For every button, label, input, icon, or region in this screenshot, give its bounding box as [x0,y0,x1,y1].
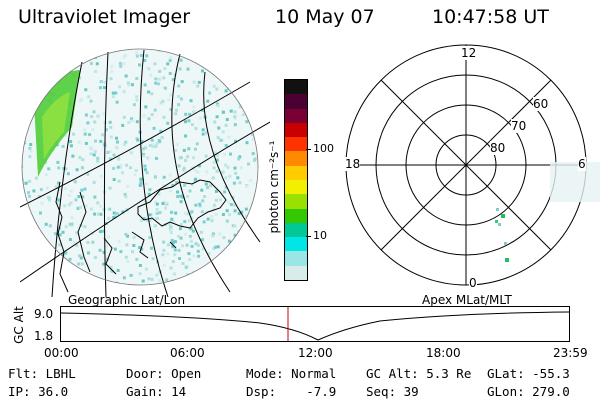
altitude-plot [60,306,570,342]
colorbar-unit-label: photon cm⁻²s⁻¹ [267,140,281,234]
colorbar-tickmark-10 [306,236,311,237]
colorbar-band [285,251,307,266]
polar-mlt-map [345,44,600,286]
apex-map-label: Apex MLat/MLT [422,293,512,307]
status-glon: GLon: 279.0 [487,384,570,399]
geographic-map-label: Geographic Lat/Lon [68,293,186,307]
coastline [55,179,227,293]
colorbar-band [285,151,307,166]
status-gain: Gain: 14 [126,384,187,399]
mlat-label-80: 80 [490,141,506,155]
colorbar-tickmark-100 [306,149,311,150]
colorbar-band [285,137,307,152]
altitude-xtick-1800: 18:00 [426,346,461,360]
colorbar-band [285,179,307,195]
status-dsp: Dsp: -7.9 [246,384,337,399]
mlat-label-70: 70 [511,119,527,133]
altitude-xtick-1200: 12:00 [298,346,333,360]
observation-date: 10 May 07 [275,6,375,28]
status-glat: GLat: -55.3 [487,366,570,381]
mlt-label-18: 18 [345,157,361,171]
colorbar-band [285,194,307,209]
geographic-map [20,48,270,297]
mlt-label-0: 0 [469,276,477,290]
status-door: Door: Open [126,366,202,381]
status-ip: IP: 36.0 [8,384,69,399]
colorbar-band [285,265,307,280]
status-seq: Seq: 39 [366,384,419,399]
colorbar [284,79,308,281]
colorbar-band [285,108,307,123]
altitude-ylabel: GC Alt [12,306,26,344]
colorbar-band [285,165,307,180]
colorbar-tick-100: 100 [313,142,334,155]
colorbar-band [285,122,307,138]
mlt-label-12: 12 [461,46,477,60]
instrument-title: Ultraviolet Imager [18,6,191,28]
altitude-ytick-9: 9.0 [34,307,54,321]
altitude-xtick-0600: 06:00 [170,346,205,360]
auroral-spots [495,208,509,262]
colorbar-band [285,222,307,238]
status-gc-alt: GC Alt: 5.3 Re [366,366,472,381]
colorbar-band [285,80,307,95]
observation-time: 10:47:58 UT [432,6,549,28]
altitude-ytick-1.8: 1.8 [34,329,54,343]
colorbar-band [285,237,307,252]
altitude-xtick-2359: 23:59 [553,346,588,360]
status-mode: Mode: Normal [246,366,337,381]
colorbar-band [285,208,307,223]
mlt-label-6: 6 [578,157,586,171]
status-flt: Flt: LBHL [8,366,76,381]
colorbar-band [285,94,307,109]
colorbar-tick-10: 10 [313,229,327,242]
mlat-label-60: 60 [533,97,549,111]
altitude-xtick-0000: 00:00 [44,346,79,360]
